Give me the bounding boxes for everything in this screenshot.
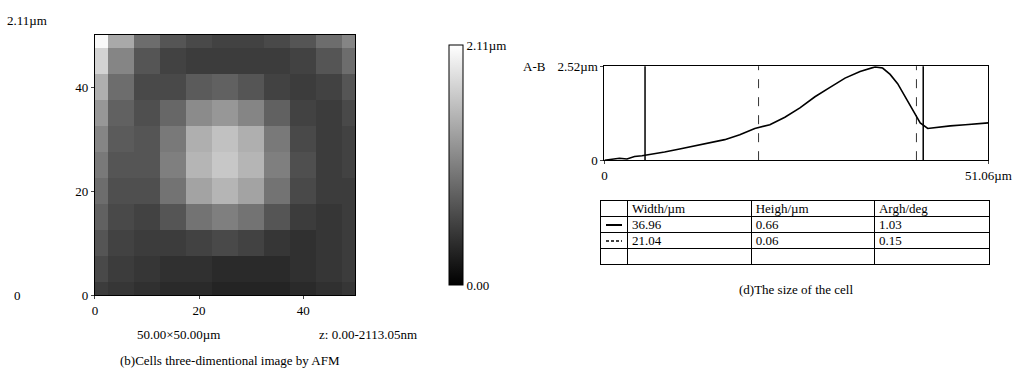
html-text:Argh/deg: Argh/deg <box>878 201 928 216</box>
html-text:Heigh/µm: Heigh/µm <box>755 201 809 216</box>
svg-text:40: 40 <box>75 80 88 95</box>
svg-text:z: 0.00-2113.05nm: z: 0.00-2113.05nm <box>319 327 417 342</box>
html-text:1.03: 1.03 <box>878 217 902 232</box>
html-text:0.15: 0.15 <box>878 233 902 248</box>
svg-text:0: 0 <box>82 288 89 303</box>
svg-text:2.11µm: 2.11µm <box>7 13 47 28</box>
svg-text:0: 0 <box>92 303 99 318</box>
svg-text:20: 20 <box>193 303 206 318</box>
svg-text:50.00×50.00µm: 50.00×50.00µm <box>137 327 220 342</box>
svg-text:51.06µm: 51.06µm <box>965 168 1012 183</box>
svg-text:20: 20 <box>75 184 88 199</box>
svg-text:0: 0 <box>14 288 21 303</box>
svg-text:40: 40 <box>297 303 310 318</box>
html-text:0.66: 0.66 <box>755 217 779 232</box>
html-text:0.06: 0.06 <box>755 233 779 248</box>
svg-text:2.52µm: 2.52µm <box>557 59 597 74</box>
html-text:Width/µm: Width/µm <box>632 201 686 216</box>
svg-text:A-B: A-B <box>523 59 546 74</box>
svg-text:(b)Cells three-dimentional ima: (b)Cells three-dimentional image by AFM <box>120 353 340 368</box>
html-text:36.96: 36.96 <box>632 217 662 232</box>
svg-text:0.00: 0.00 <box>467 278 490 293</box>
svg-text:2.11µm: 2.11µm <box>467 38 507 53</box>
svg-text:(d)The size of the cell: (d)The size of the cell <box>739 282 853 297</box>
svg-text:0: 0 <box>591 153 598 168</box>
svg-text:0: 0 <box>601 168 608 183</box>
html-text:21.04: 21.04 <box>632 233 662 248</box>
